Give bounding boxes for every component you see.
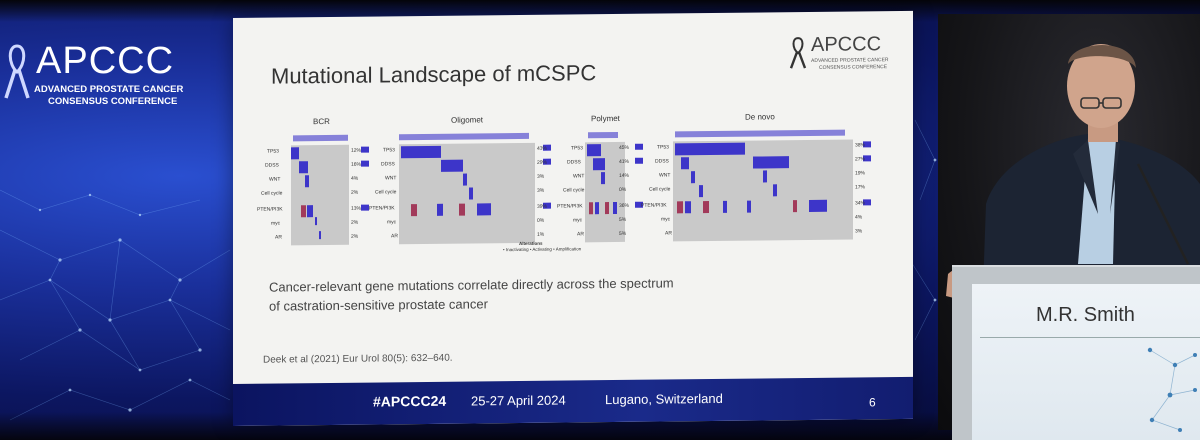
slide-logo-name: APCCC xyxy=(811,33,882,56)
percent-label: 4% xyxy=(351,175,359,182)
percent-label: 43% xyxy=(537,145,548,152)
gene-label: myc xyxy=(573,217,583,224)
slide-logo-subtitle-2: CONSENSUS CONFERENCE xyxy=(819,64,888,71)
presentation-slide: Mutational Landscape of mCSPC APCCC ADVA… xyxy=(233,10,913,427)
ribbon-icon xyxy=(789,37,807,69)
oncoprint-de-novo xyxy=(673,129,871,242)
slide-logo: APCCC ADVANCED PROSTATE CANCER CONSENSUS… xyxy=(789,33,909,78)
percent-label: 2% xyxy=(351,233,359,240)
percent-label: 38% xyxy=(855,142,866,149)
gene-label: Cell cycle xyxy=(649,186,671,193)
gene-label: TP53 xyxy=(383,147,395,154)
slide-citation: Deek et al (2021) Eur Urol 80(5): 632–64… xyxy=(263,352,453,366)
percent-label: 29% xyxy=(537,159,548,166)
gene-label: PTEN/PI3K xyxy=(369,205,395,212)
percent-label: 16% xyxy=(351,161,362,168)
percent-label: 3% xyxy=(855,228,863,235)
slide-caption-line-2: of castration-sensitive prostate cancer xyxy=(269,296,488,314)
footer-location: Lugano, Switzerland xyxy=(605,390,723,408)
gene-label: myc xyxy=(661,216,671,223)
gene-label: AR xyxy=(577,231,584,238)
gene-label: AR xyxy=(665,230,672,237)
gene-label: TP53 xyxy=(571,145,583,152)
gene-label: WNT xyxy=(385,175,397,182)
gene-label: Cell cycle xyxy=(375,189,397,196)
percent-label: 3% xyxy=(537,173,545,180)
gene-label: WNT xyxy=(269,176,281,183)
gene-label: myc xyxy=(387,219,397,226)
slide-caption-line-1: Cancer-relevant gene mutations correlate… xyxy=(269,275,674,295)
legend-text: • Inactivating • Activating • Amplificat… xyxy=(503,246,582,253)
percent-label: 39% xyxy=(537,203,548,210)
gene-label: myc xyxy=(271,220,281,227)
percent-label: 13% xyxy=(351,205,362,212)
logo-subtitle-1: ADVANCED PROSTATE CANCER xyxy=(34,84,184,95)
percent-label: 0% xyxy=(619,186,627,193)
percent-label: 4% xyxy=(855,214,863,221)
percent-label: 34% xyxy=(855,200,866,207)
oncoprint-bcr xyxy=(291,134,369,246)
gene-label: Cell cycle xyxy=(563,187,585,194)
percent-label: 36% xyxy=(619,202,630,209)
percent-label: 12% xyxy=(351,147,362,154)
slide-title: Mutational Landscape of mCSPC xyxy=(271,60,597,89)
oncoprint-polymet xyxy=(585,131,643,243)
gene-label: DDSS xyxy=(567,159,581,166)
gene-label: TP53 xyxy=(657,144,669,151)
percent-label: 27% xyxy=(855,156,866,163)
gene-label: AR xyxy=(391,233,398,240)
gene-label: DDSS xyxy=(265,162,279,169)
gene-label: DDSS xyxy=(381,161,395,168)
logo-subtitle-2: CONSENSUS CONFERENCE xyxy=(48,96,178,107)
oncoprint-oligomet xyxy=(399,132,551,245)
gene-label: PTEN/PI3K xyxy=(641,202,667,209)
slide-page-number: 6 xyxy=(869,395,876,410)
oncoprint-figure xyxy=(291,129,871,246)
podium-screen xyxy=(972,284,1200,440)
footer-dates: 25-27 April 2024 xyxy=(471,392,566,409)
gene-label: AR xyxy=(275,234,282,241)
percent-label: 17% xyxy=(855,184,866,191)
podium-divider xyxy=(980,337,1200,338)
percent-label: 45% xyxy=(619,144,630,151)
percent-label: 5% xyxy=(619,230,627,237)
percent-label: 19% xyxy=(855,170,866,177)
percent-label: 0% xyxy=(537,217,545,224)
slide-footer: #APCCC24 25-27 April 2024 Lugano, Switze… xyxy=(233,376,913,426)
percent-label: 2% xyxy=(351,219,359,226)
ribbon-icon xyxy=(4,44,30,99)
gene-label: TP53 xyxy=(267,148,279,155)
gene-label: Cell cycle xyxy=(261,190,283,197)
percent-label: 14% xyxy=(619,172,630,179)
podium-speaker-name: M.R. Smith xyxy=(1036,304,1135,326)
gene-label: DDSS xyxy=(655,158,669,165)
gene-label: WNT xyxy=(573,173,585,180)
gene-label: PTEN/PI3K xyxy=(257,206,283,213)
gene-label: PTEN/PI3K xyxy=(557,203,583,210)
legend-title: Alterations xyxy=(519,240,543,247)
percent-label: 2% xyxy=(351,189,359,196)
footer-hashtag: #APCCC24 xyxy=(373,392,447,410)
percent-label: 41% xyxy=(619,158,630,165)
percent-label: 5% xyxy=(619,216,627,223)
percent-label: 1% xyxy=(537,231,545,238)
logo-name: APCCC xyxy=(36,40,175,82)
slide-logo-subtitle-1: ADVANCED PROSTATE CANCER xyxy=(811,57,889,64)
gene-label: WNT xyxy=(659,172,671,179)
podium-network-graphic xyxy=(1147,347,1197,432)
percent-label: 3% xyxy=(537,187,545,194)
